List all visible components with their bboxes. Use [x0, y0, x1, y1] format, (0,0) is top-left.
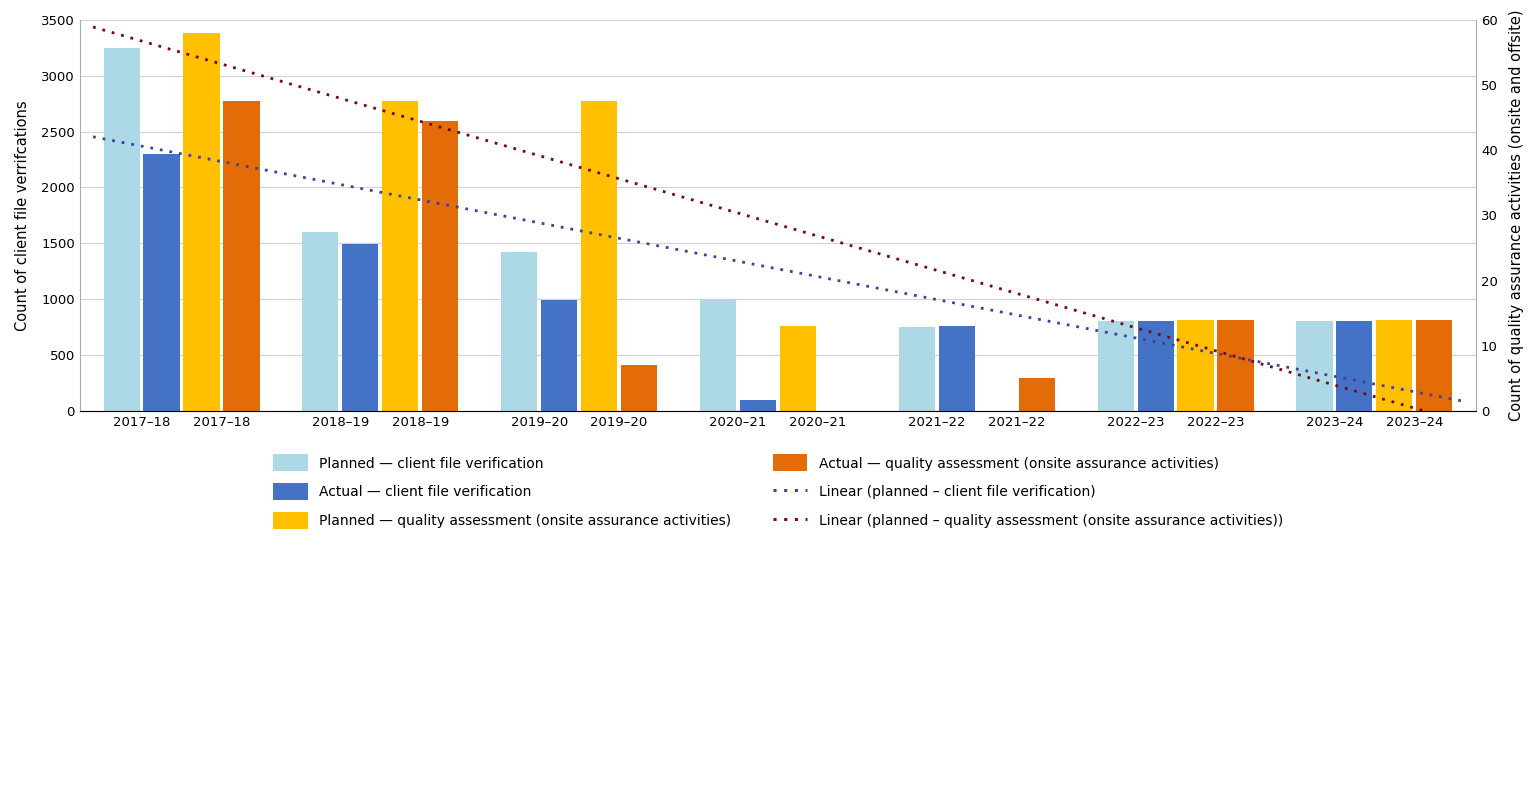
Bar — [1416, 319, 1453, 411]
Bar — [700, 299, 736, 411]
Bar — [1097, 322, 1134, 411]
Bar — [780, 326, 816, 411]
Bar — [740, 400, 776, 411]
Bar — [899, 327, 934, 411]
Bar — [422, 121, 459, 411]
Bar — [302, 232, 339, 411]
Bar — [382, 101, 419, 411]
Bar — [1177, 319, 1214, 411]
Bar — [143, 154, 180, 411]
Bar — [939, 326, 974, 411]
Bar — [1217, 319, 1254, 411]
Bar — [1376, 319, 1413, 411]
Bar — [183, 33, 220, 411]
Bar — [582, 101, 617, 411]
Bar — [542, 301, 577, 411]
Bar — [1137, 322, 1174, 411]
Bar — [620, 365, 657, 411]
Legend: Planned — client file verification, Actual — client file verification, Planned —: Planned — client file verification, Actu… — [272, 455, 1284, 529]
Bar — [502, 252, 537, 411]
Bar — [103, 48, 140, 411]
Bar — [1019, 378, 1054, 411]
Y-axis label: Count of quality assurance activities (onsite and offsite): Count of quality assurance activities (o… — [1510, 9, 1524, 422]
Bar — [342, 244, 379, 411]
Bar — [1296, 322, 1333, 411]
Bar — [223, 101, 260, 411]
Y-axis label: Count of client file verrifcations: Count of client file verrifcations — [15, 100, 29, 330]
Bar — [1336, 322, 1373, 411]
